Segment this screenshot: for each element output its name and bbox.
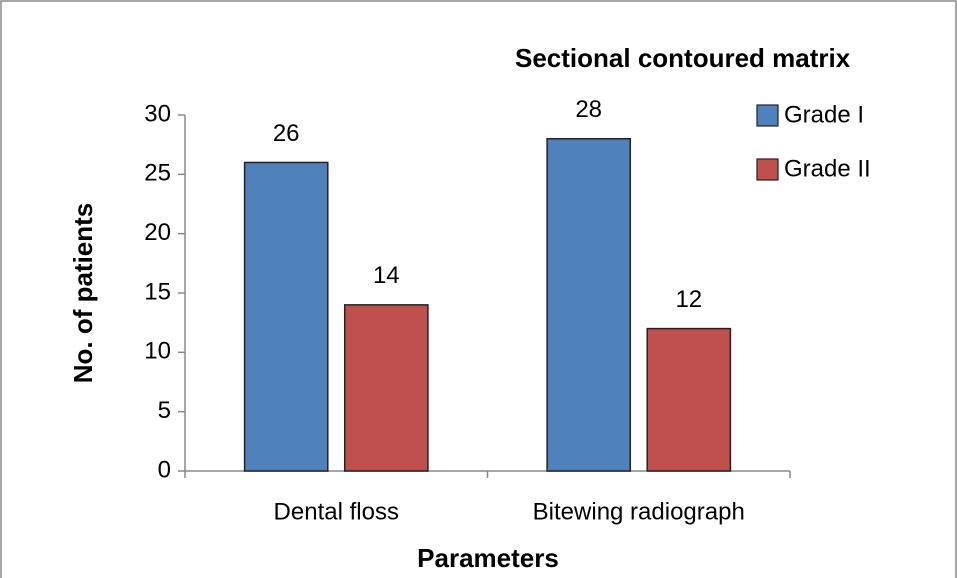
x-tick-label: Bitewing radiograph xyxy=(533,498,745,525)
legend-label: Grade II xyxy=(784,155,871,182)
y-axis-title: No. of patients xyxy=(68,203,98,384)
legend-swatch xyxy=(756,158,779,181)
bar xyxy=(243,161,329,472)
data-label: 26 xyxy=(273,120,300,147)
bar xyxy=(546,137,632,472)
y-tick-label: 5 xyxy=(158,397,171,424)
y-tick-label: 30 xyxy=(144,100,171,127)
y-tick-label: 10 xyxy=(144,338,171,365)
bar xyxy=(646,327,732,472)
legend-label: Grade I xyxy=(784,101,864,128)
data-label: 14 xyxy=(373,262,400,289)
y-tick-label: 20 xyxy=(144,219,171,246)
y-tick-label: 0 xyxy=(158,456,171,483)
x-tick-label: Dental floss xyxy=(274,498,399,525)
legend-title: Sectional contoured matrix xyxy=(515,43,851,73)
legend-swatch xyxy=(756,104,779,127)
data-label: 28 xyxy=(575,96,602,123)
data-label: 12 xyxy=(675,286,702,313)
x-axis-title: Parameters xyxy=(417,543,559,573)
y-tick-label: 15 xyxy=(144,278,171,305)
bar xyxy=(343,304,429,472)
y-tick-label: 25 xyxy=(144,160,171,187)
